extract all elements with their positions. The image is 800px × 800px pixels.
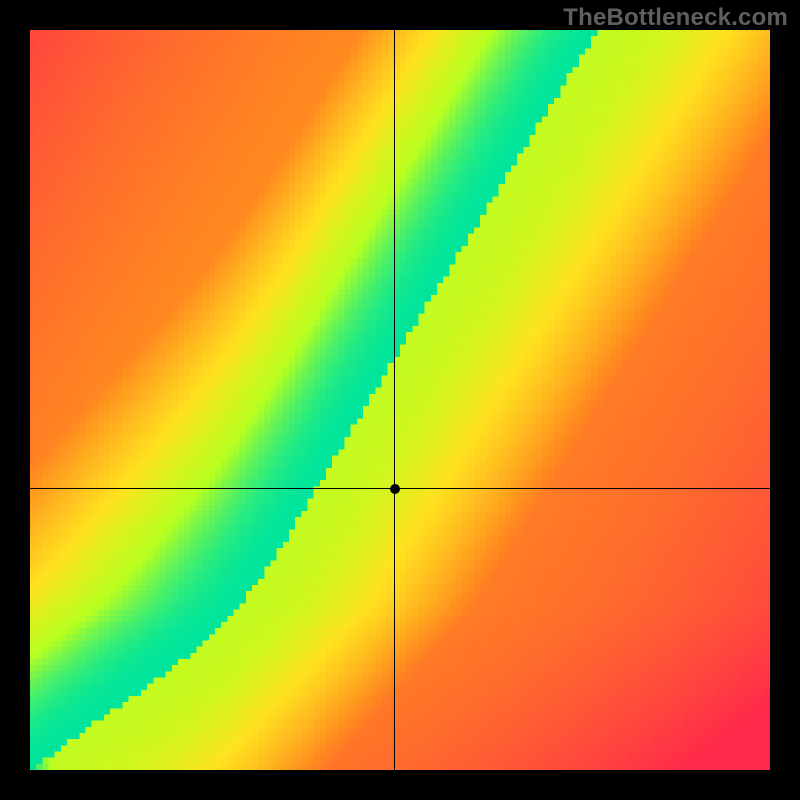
chart-frame: TheBottleneck.com <box>0 0 800 800</box>
crosshair-vertical <box>394 30 395 770</box>
crosshair-horizontal <box>30 488 770 489</box>
heatmap-canvas <box>30 30 770 770</box>
heatmap-plot-area <box>30 30 770 770</box>
watermark-text: TheBottleneck.com <box>563 4 788 32</box>
crosshair-dot <box>390 484 400 494</box>
